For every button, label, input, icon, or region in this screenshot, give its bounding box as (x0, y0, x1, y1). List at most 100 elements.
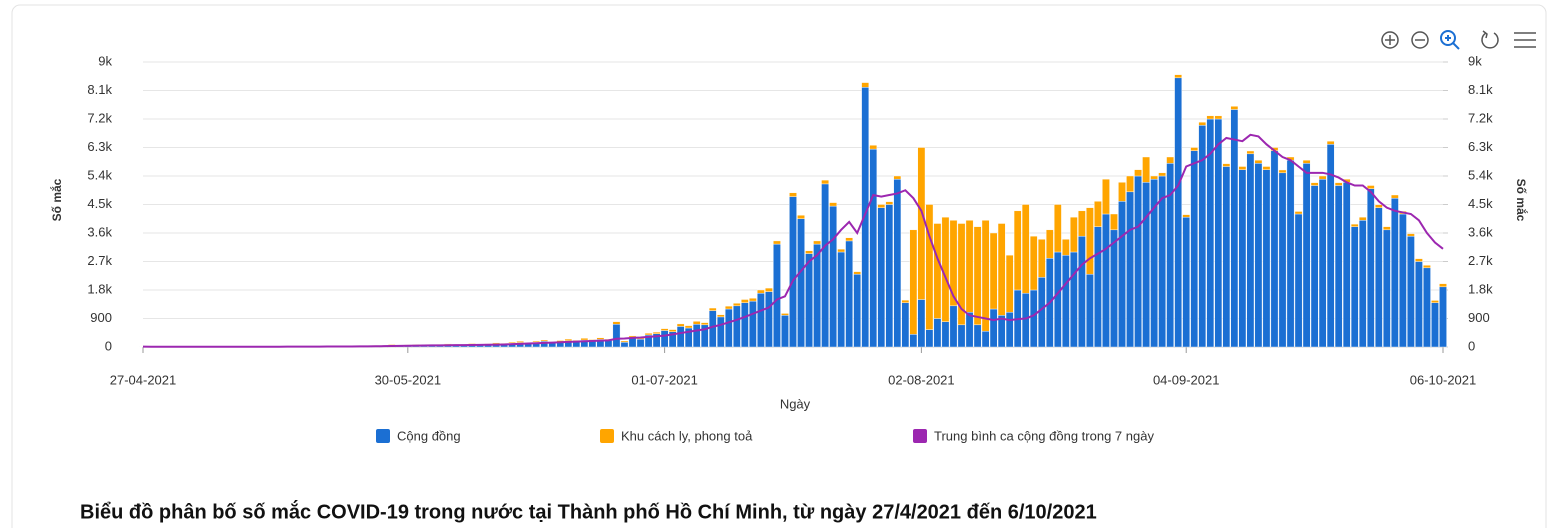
bar-segment (1262, 169, 1271, 348)
bar-segment (692, 324, 701, 348)
bar-segment (1182, 214, 1191, 218)
bar-segment (885, 201, 894, 205)
bar-segment (612, 324, 621, 348)
bar-segment (853, 273, 862, 348)
bar-segment (837, 251, 845, 348)
selection-zoom-button[interactable] (1440, 30, 1460, 50)
bar-segment (757, 289, 765, 294)
bar-segment (1078, 210, 1086, 237)
bar-segment (1206, 115, 1215, 120)
legend-label: Trung bình ca cộng đồng trong 7 ngày (934, 428, 1154, 443)
bar-segment (1431, 302, 1439, 348)
bar-segment (837, 248, 845, 253)
bar-segment (540, 339, 549, 342)
bar-segment (564, 338, 573, 341)
bar-segment (1062, 239, 1070, 256)
bar-segment (1005, 254, 1014, 313)
y-tick-label: 8.1k (87, 82, 112, 97)
bar-segment (716, 316, 725, 348)
bar-segment (805, 253, 813, 348)
bar-segment (1118, 182, 1126, 202)
line (142, 133, 1444, 348)
legend-swatch (600, 429, 614, 443)
x-axis-label: Ngày (780, 396, 811, 411)
bar-segment (797, 218, 805, 348)
bar-segment (1142, 156, 1150, 183)
bar-segment (596, 337, 605, 340)
bar-segment (989, 232, 998, 310)
bar-segment (1374, 204, 1383, 208)
y2-tick-label: 8.1k (1468, 82, 1493, 97)
y2-tick-label: 1.8k (1468, 281, 1493, 296)
bar-segment (813, 240, 821, 245)
bar-segment (1102, 178, 1110, 215)
bar-segment (1094, 226, 1102, 348)
bar-segment (781, 315, 789, 348)
menu-button[interactable] (1514, 32, 1536, 48)
bar-segment (716, 314, 725, 318)
bar-segment (1021, 292, 1030, 348)
zoom-in-button[interactable] (1381, 31, 1399, 49)
y-tick-label: 900 (90, 310, 112, 325)
bar-segment (708, 310, 717, 348)
y2-tick-label: 2.7k (1468, 253, 1493, 268)
x-tick-label: 27-04-2021 (110, 372, 177, 387)
bar-segment (1086, 207, 1094, 275)
bar-segment (925, 329, 934, 348)
bar-segment (1005, 311, 1014, 348)
bar-segment (516, 341, 524, 343)
bar-segment (869, 148, 878, 348)
toolbar (1381, 30, 1536, 50)
bar-segment (941, 321, 950, 348)
y-tick-label: 2.7k (87, 253, 112, 268)
bar-segment (877, 207, 886, 348)
x-tick-label: 06-10-2021 (1410, 372, 1477, 387)
bar-segment (757, 292, 765, 348)
bar-segment (933, 223, 942, 319)
y2-tick-label: 7.2k (1468, 110, 1493, 125)
bar-segment (1246, 153, 1255, 348)
bar-segment (773, 243, 781, 348)
bar-segment (612, 321, 621, 325)
bar-segment (741, 299, 749, 303)
bar-segment (668, 329, 677, 333)
bar-segment (1383, 229, 1391, 348)
bar-segment (845, 237, 853, 242)
y-tick-label: 0 (105, 338, 112, 353)
bar-segment (1366, 185, 1375, 189)
bar-segment (949, 305, 958, 348)
y2-tick-label: 900 (1468, 310, 1490, 325)
zoom-out-button[interactable] (1411, 31, 1429, 49)
bar-segment (1214, 115, 1223, 120)
bar-segment (1374, 207, 1383, 348)
x-tick-label: 02-08-2021 (888, 372, 955, 387)
bar-segment (1070, 251, 1078, 348)
bar-segment (1094, 201, 1102, 227)
bar-segment (636, 338, 645, 348)
y-tick-label: 1.8k (87, 281, 112, 296)
bar-segment (1134, 169, 1142, 177)
bar-segment (676, 323, 685, 327)
bar-segment (781, 313, 789, 316)
bar-segment (981, 330, 990, 348)
bar-segment (1238, 166, 1247, 170)
bar-segment (893, 175, 902, 180)
bar-segment (1078, 235, 1086, 348)
reset-button[interactable] (1481, 30, 1499, 49)
bar-segment (1423, 265, 1431, 269)
bar-segment (845, 240, 853, 348)
y-tick-label: 6.3k (87, 139, 112, 154)
bar-segment (933, 318, 942, 348)
legend-swatch (376, 429, 390, 443)
bar-segment (797, 215, 805, 219)
bar-segment (1230, 106, 1239, 110)
y2-tick-label: 3.6k (1468, 224, 1493, 239)
bar-segment (1278, 172, 1287, 348)
bar-segment (1431, 300, 1439, 303)
bar-segment (789, 196, 797, 348)
bar-segment (1102, 213, 1110, 348)
bar-segment (925, 204, 934, 330)
bar-segment (861, 87, 870, 348)
bar-segment (765, 287, 773, 292)
